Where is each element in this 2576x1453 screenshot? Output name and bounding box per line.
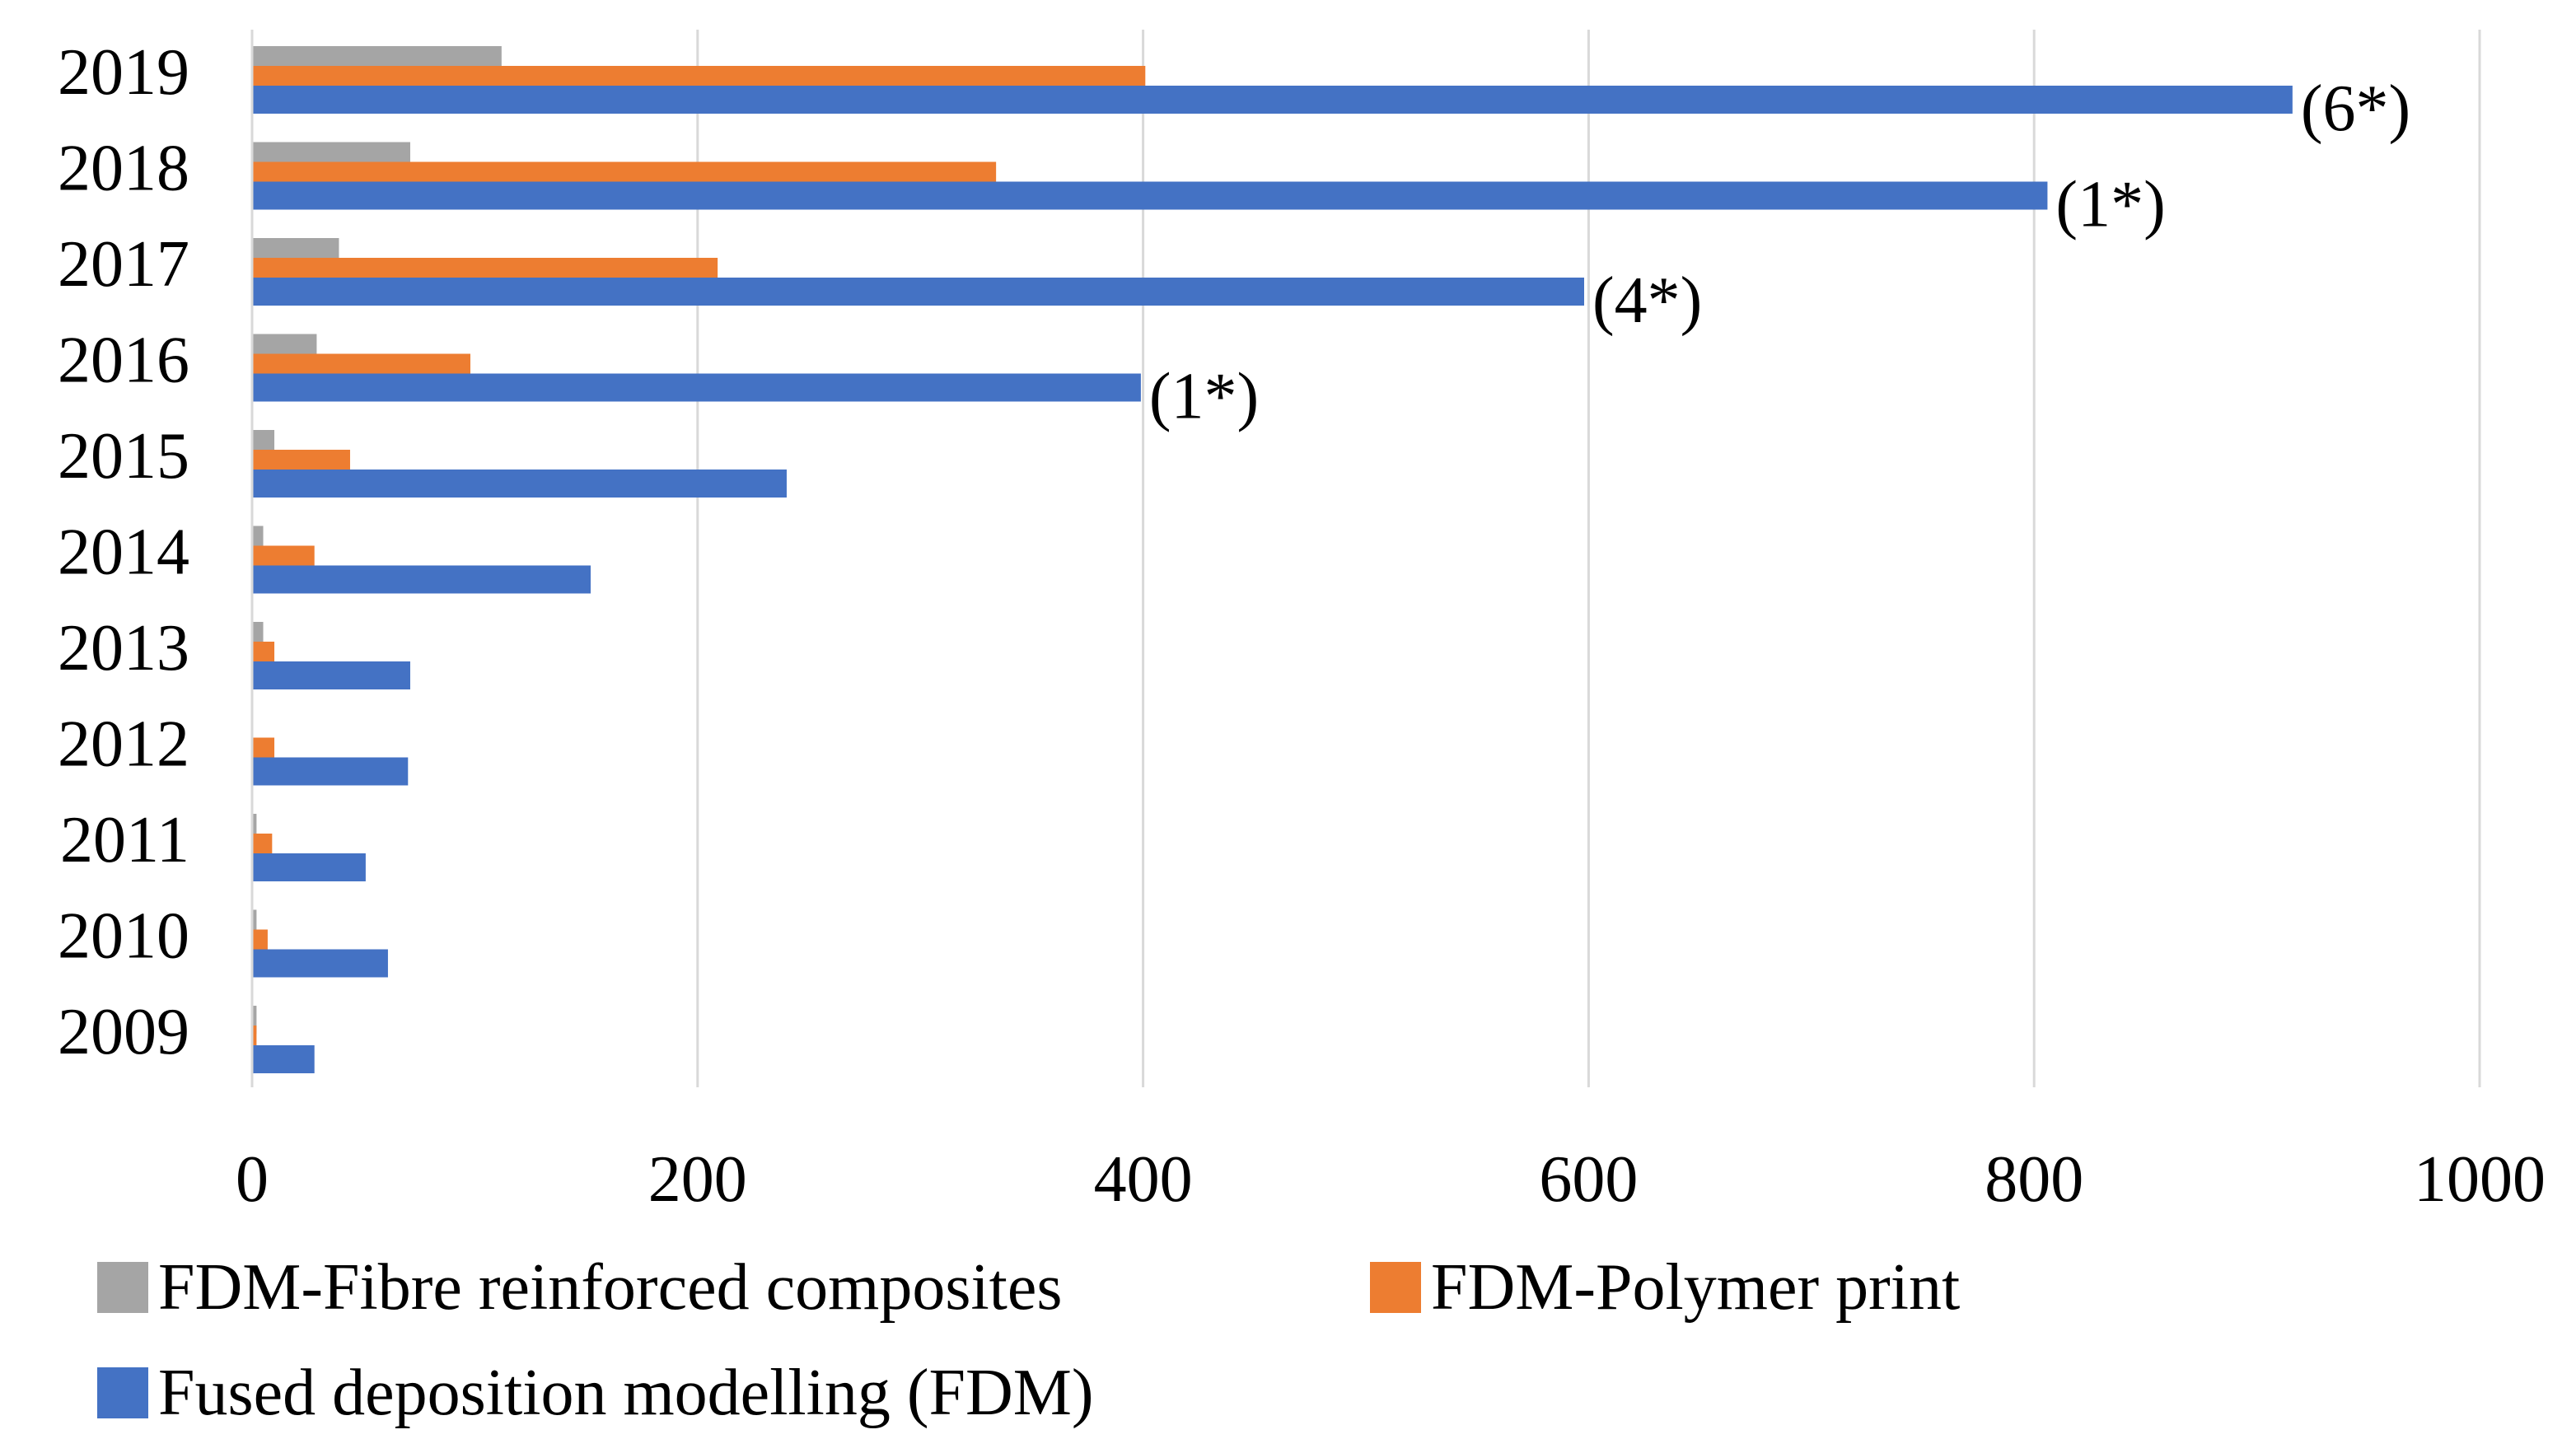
y-tick-label-2012: 2012 [58,708,189,781]
x-tick-label: 200 [648,1143,747,1216]
bar-2018-series-2 [252,181,2048,210]
bar-2010-series-0 [252,909,257,938]
bar-2014-series-2 [252,565,591,594]
bar-2016-series-2 [252,373,1141,402]
y-tick-label-2017: 2017 [58,228,189,301]
annotation-2017: (4*) [1592,264,1702,337]
legend-label: FDM-Fibre reinforced composites [158,1251,1063,1324]
bar-2017-series-2 [252,278,1584,306]
y-tick-label-2016: 2016 [58,325,189,397]
bar-2013-series-2 [252,661,410,689]
y-tick-label-2009: 2009 [58,996,189,1068]
legend-item-polymer-print: FDM-Polymer print [1370,1242,1960,1333]
y-tick-label-2010: 2010 [58,900,189,973]
bars [252,46,2293,1073]
bar-2010-series-2 [252,949,388,978]
legend-swatch-orange [1370,1262,1421,1313]
legend-item-fibre-composites: FDM-Fibre reinforced composites [97,1242,1063,1333]
legend: FDM-Fibre reinforced composites FDM-Poly… [97,1242,2486,1453]
x-tick-label: 0 [236,1143,269,1216]
annotation-2016: (1*) [1149,361,1259,433]
legend-label: FDM-Polymer print [1431,1251,1961,1324]
y-tick-label-2013: 2013 [58,612,189,684]
x-tick-label: 600 [1539,1143,1638,1216]
legend-label: Fused deposition modelling (FDM) [158,1357,1094,1429]
x-tick-label: 800 [1985,1143,2083,1216]
legend-swatch-grey [97,1262,148,1313]
bar-2011-series-0 [252,814,257,842]
x-tick-label: 400 [1094,1143,1193,1216]
bar-2011-series-2 [252,853,366,881]
labels: 0 200 400 600 800 1000 2019 2018 2017 2016 2015 201… [58,36,2546,1216]
annotation-2019: (6*) [2301,72,2410,145]
legend-item-fdm: Fused deposition modelling (FDM) [97,1348,1094,1438]
legend-swatch-blue [97,1367,148,1418]
y-tick-label-2014: 2014 [58,516,189,589]
y-tick-label-2018: 2018 [58,133,189,205]
bar-2012-series-2 [252,757,409,786]
bar-2019-series-2 [252,86,2293,114]
bar-2009-series-2 [252,1045,315,1073]
y-tick-label-2011: 2011 [60,804,189,876]
x-tick-label: 1000 [2414,1143,2546,1216]
bar-2009-series-0 [252,1006,257,1034]
bar-2009-series-1 [252,1026,257,1054]
y-tick-label-2015: 2015 [58,420,189,493]
bar-2015-series-2 [252,470,787,498]
y-tick-label-2019: 2019 [58,36,189,109]
annotation-2018: (1*) [2055,169,2165,241]
